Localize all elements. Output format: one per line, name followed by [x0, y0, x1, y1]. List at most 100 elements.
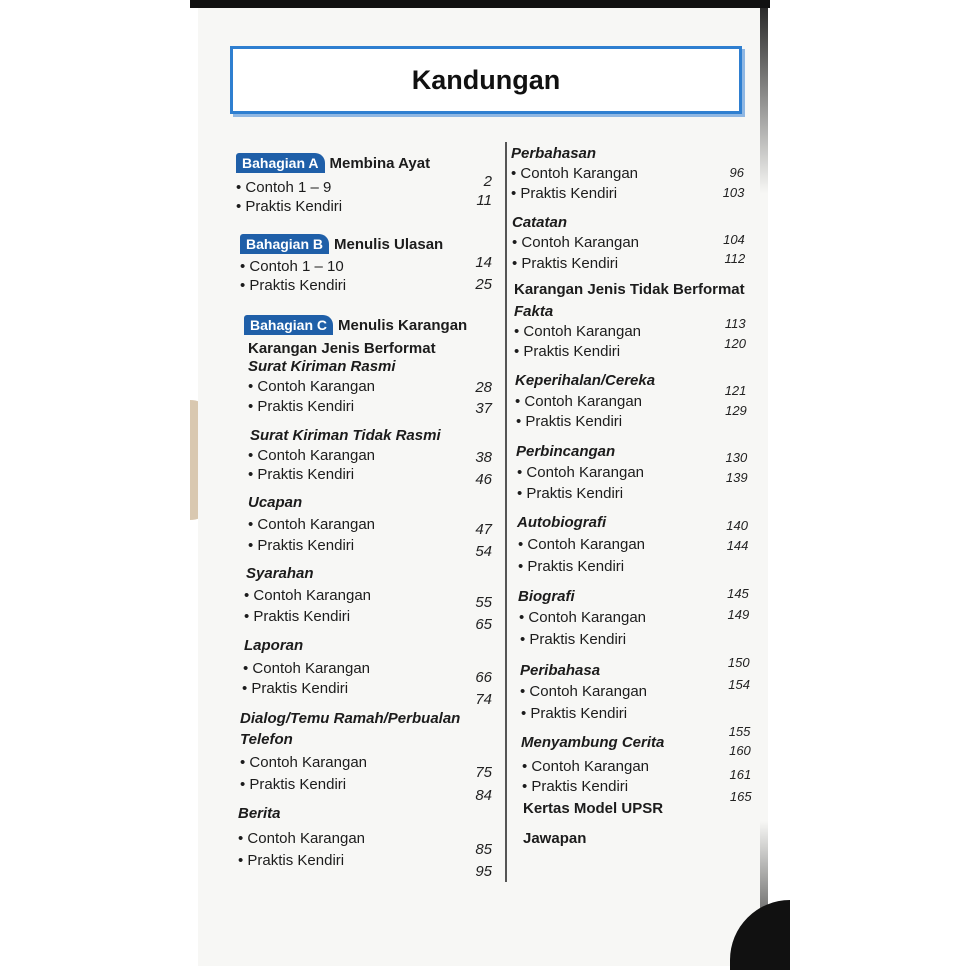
entry-label: Contoh Karangan: [531, 758, 650, 775]
bullet-icon: •: [248, 398, 258, 415]
page-number: 47: [475, 521, 492, 538]
toc-entry: • Praktis Kendiri: [522, 778, 628, 795]
section-heading: Menulis Karangan: [338, 317, 468, 334]
section-heading: Fakta: [514, 303, 554, 320]
toc-entry: • Contoh Karangan: [522, 758, 649, 775]
page-number: 140: [726, 518, 748, 533]
toc-entry: Perbincangan: [516, 443, 615, 460]
page-number: 113: [724, 316, 746, 331]
toc-entry: Bahagian B Menulis Ulasan: [240, 234, 443, 254]
toc-entry: • Contoh Karangan: [240, 754, 367, 771]
section-heading: Laporan: [244, 637, 304, 654]
section-heading: Berita: [238, 805, 281, 822]
toc-entry: Berita: [238, 805, 281, 822]
page-number: 104: [723, 232, 745, 247]
page-number: 165: [729, 789, 752, 804]
toc-entry: Fakta: [514, 303, 553, 320]
page-number: 65: [475, 616, 492, 633]
toc-entry: Karangan Jenis Berformat: [248, 340, 436, 357]
bullet-icon: •: [515, 393, 525, 410]
page-number: 139: [725, 470, 748, 485]
bullet-icon: •: [236, 179, 246, 196]
bullet-icon: •: [512, 255, 522, 272]
toc-entry: • Contoh 1 – 9: [236, 179, 331, 196]
toc-entry: Jawapan: [523, 830, 586, 847]
page-number: 46: [475, 471, 492, 488]
entry-label: Contoh Karangan: [528, 609, 647, 626]
entry-label: Contoh Karangan: [524, 393, 643, 410]
entry-label: Contoh Karangan: [257, 378, 376, 395]
toc-entry: • Contoh Karangan: [520, 683, 647, 700]
bullet-icon: •: [248, 537, 258, 554]
page-number: 130: [725, 450, 748, 465]
page-edge: [760, 0, 768, 966]
entry-label: Praktis Kendiri: [526, 485, 624, 502]
bullet-icon: •: [240, 754, 250, 771]
bullet-icon: •: [512, 234, 522, 251]
page-number: 74: [475, 691, 492, 708]
toc-entry: Telefon: [240, 731, 293, 748]
section-heading: Peribahasa: [520, 662, 601, 679]
bullet-icon: •: [514, 343, 524, 360]
toc-entry: • Praktis Kendiri: [517, 485, 623, 502]
toc-entry: • Contoh Karangan: [248, 378, 375, 395]
bullet-icon: •: [517, 485, 527, 502]
entry-label: Contoh Karangan: [249, 754, 368, 771]
entry-label: Praktis Kendiri: [249, 776, 347, 793]
toc-entry: • Contoh Karangan: [515, 393, 642, 410]
bullet-icon: •: [248, 516, 258, 533]
toc-entry: Laporan: [244, 637, 303, 654]
page-number: 84: [475, 787, 492, 804]
section-heading: Kertas Model UPSR: [523, 800, 664, 817]
page-number: 2: [483, 173, 492, 190]
bullet-icon: •: [520, 683, 530, 700]
entry-label: Contoh Karangan: [529, 683, 648, 700]
page-number: 150: [727, 655, 750, 670]
toc-entry: • Praktis Kendiri: [244, 608, 350, 625]
bullet-icon: •: [248, 378, 258, 395]
toc-entry: • Contoh Karangan: [244, 587, 371, 604]
entry-label: Praktis Kendiri: [249, 277, 347, 294]
entry-label: Praktis Kendiri: [257, 398, 355, 415]
page-number: 37: [475, 400, 492, 417]
toc-entry: • Contoh Karangan: [511, 165, 638, 182]
toc-entry: Autobiografi: [517, 514, 606, 531]
entry-label: Praktis Kendiri: [257, 537, 355, 554]
toc-entry: Ucapan: [248, 494, 302, 511]
section-heading: Surat Kiriman Rasmi: [248, 358, 396, 375]
bullet-icon: •: [243, 660, 253, 677]
entry-label: Contoh Karangan: [257, 516, 376, 533]
entry-label: Praktis Kendiri: [520, 185, 618, 202]
toc-entry: • Praktis Kendiri: [516, 413, 622, 430]
page-number: 11: [476, 192, 492, 209]
title-box: Kandungan: [230, 46, 742, 114]
bullet-icon: •: [236, 198, 246, 215]
bullet-icon: •: [511, 185, 521, 202]
page-number: 75: [475, 764, 492, 781]
toc-entry: • Contoh Karangan: [238, 830, 365, 847]
page-number: 112: [724, 251, 746, 266]
toc-entry: • Praktis Kendiri: [238, 852, 344, 869]
entry-label: Contoh Karangan: [247, 830, 366, 847]
bullet-icon: •: [244, 608, 254, 625]
entry-label: Contoh Karangan: [523, 323, 642, 340]
toc-entry: • Praktis Kendiri: [248, 466, 354, 483]
toc-entry: • Praktis Kendiri: [518, 558, 624, 575]
section-heading: Autobiografi: [517, 514, 607, 531]
entry-label: Contoh Karangan: [520, 165, 639, 182]
page-number: 54: [475, 543, 492, 560]
toc-entry: • Praktis Kendiri: [242, 680, 348, 697]
toc-entry: • Praktis Kendiri: [248, 537, 354, 554]
bullet-icon: •: [518, 558, 528, 575]
section-heading: Karangan Jenis Berformat: [248, 340, 436, 357]
section-heading: Perbincangan: [516, 443, 616, 460]
page-number: 160: [729, 743, 751, 758]
entry-label: Praktis Kendiri: [253, 608, 351, 625]
toc-entry: Perbahasan: [511, 145, 596, 162]
bullet-icon: •: [522, 758, 532, 775]
bullet-icon: •: [522, 778, 532, 795]
section-heading: Keperihalan/Cereka: [515, 372, 656, 389]
entry-label: Contoh 1 – 9: [245, 179, 332, 196]
section-heading: Syarahan: [246, 565, 314, 582]
page-number: 66: [475, 669, 492, 686]
